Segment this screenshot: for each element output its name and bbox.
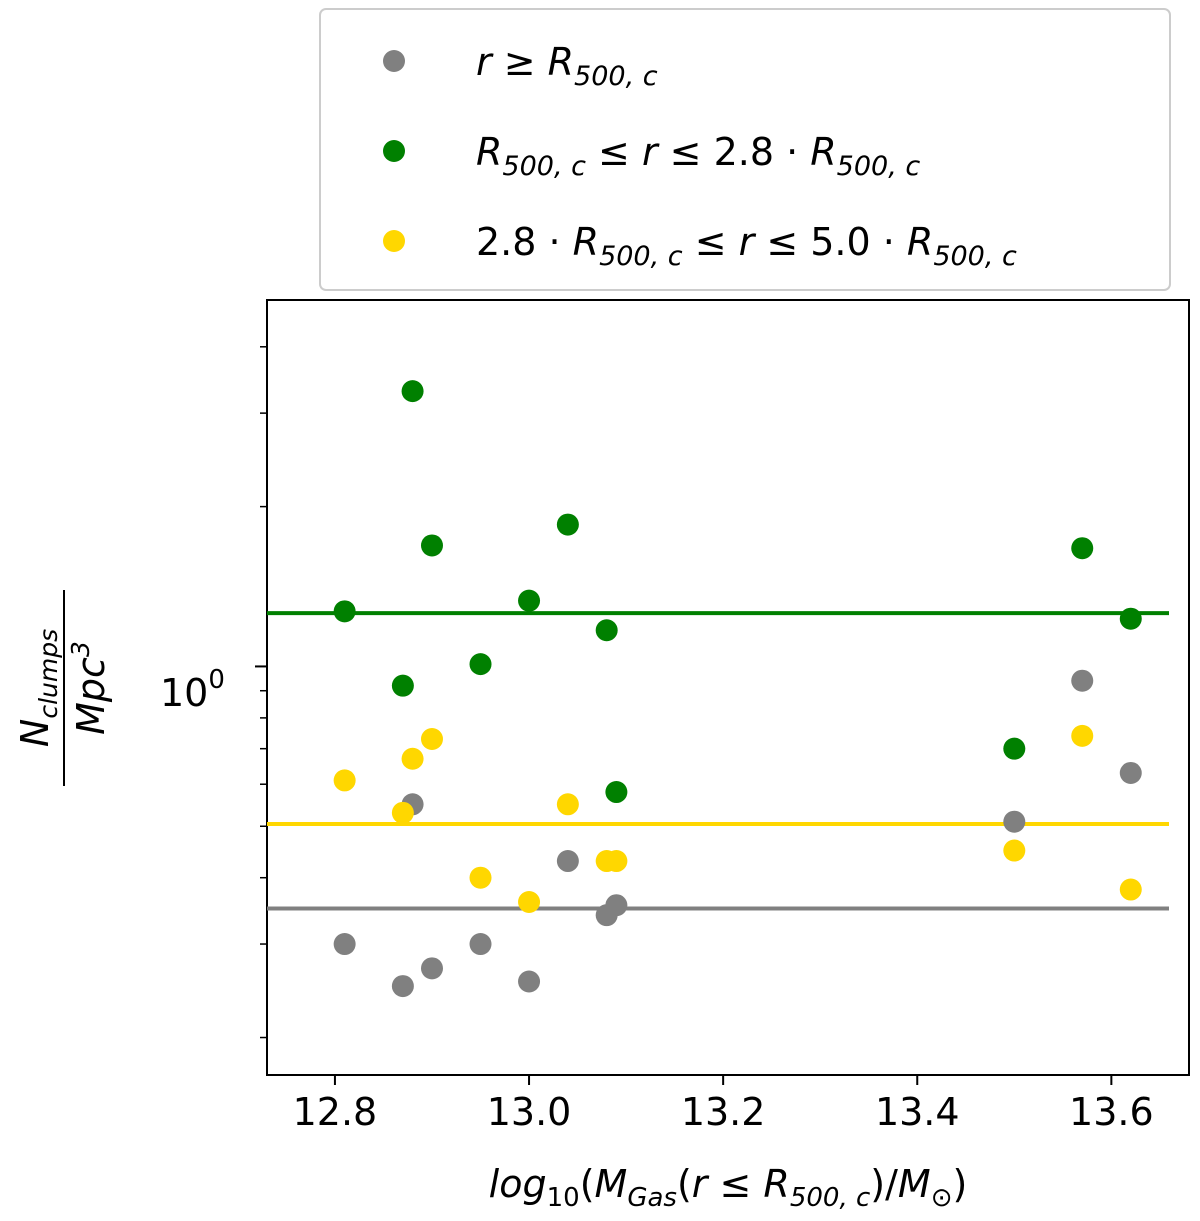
- legend-label-green: R500, c ≤ r ≤ 2.8 · R500, c: [476, 130, 920, 182]
- point-s2-5: [518, 890, 541, 913]
- point-s0-1: [391, 975, 414, 998]
- point-s1-0: [333, 600, 356, 623]
- point-s1-8: [605, 781, 628, 804]
- y-axis-label: Nclumps Mpc3: [13, 590, 113, 786]
- legend-marker-green: [383, 140, 405, 162]
- point-s2-6: [556, 793, 579, 816]
- point-s0-5: [518, 970, 541, 993]
- x-tick-label-4: 13.6: [1069, 1090, 1154, 1134]
- point-s1-6: [556, 513, 579, 536]
- point-s2-9: [1003, 839, 1026, 862]
- point-s1-10: [1071, 537, 1094, 560]
- point-s0-4: [469, 933, 492, 956]
- point-s0-11: [1119, 761, 1142, 784]
- y-tick-label-major: 100: [160, 665, 225, 715]
- point-s0-10: [1071, 669, 1094, 692]
- point-s0-0: [333, 933, 356, 956]
- point-s2-10: [1071, 724, 1094, 747]
- point-s1-3: [420, 534, 443, 557]
- point-s0-9: [1003, 810, 1026, 833]
- legend-label-yellow: 2.8 · R500, c ≤ r ≤ 5.0 · R500, c: [476, 220, 1017, 272]
- point-s2-4: [469, 866, 492, 889]
- x-tick-label-1: 13.0: [487, 1090, 572, 1134]
- point-s1-1: [391, 674, 414, 697]
- point-s1-9: [1003, 737, 1026, 760]
- y-axis: [255, 346, 267, 1039]
- point-s1-4: [469, 653, 492, 676]
- legend-frame: [319, 8, 1171, 291]
- x-tick-label-3: 13.4: [875, 1090, 960, 1134]
- point-s2-2: [401, 747, 424, 770]
- point-s1-11: [1119, 607, 1142, 630]
- point-s0-3: [420, 957, 443, 980]
- svg-text:Mpc3: Mpc3: [66, 641, 113, 735]
- point-s0-8: [605, 894, 628, 917]
- data-points: [333, 380, 1142, 998]
- point-s0-6: [556, 850, 579, 873]
- x-axis: 12.8 13.0 13.2 13.4 13.6: [293, 1075, 1154, 1134]
- point-s2-0: [333, 769, 356, 792]
- legend-label-gray: r ≥ R500, c: [476, 40, 658, 92]
- legend-marker-yellow: [383, 230, 405, 252]
- legend-marker-gray: [383, 50, 405, 72]
- legend: r ≥ R500, c R500, c ≤ r ≤ 2.8 · R500, c …: [319, 8, 1171, 291]
- plot-frame: [266, 299, 1190, 1076]
- x-axis-label: log10(MGas(r ≤ R500, c)/M⊙): [489, 1162, 968, 1213]
- point-s2-11: [1119, 878, 1142, 901]
- x-tick-label-0: 12.8: [293, 1090, 378, 1134]
- x-tick-label-2: 13.2: [681, 1090, 766, 1134]
- point-s1-5: [518, 589, 541, 612]
- point-s1-7: [595, 619, 618, 642]
- point-s1-2: [401, 380, 424, 403]
- point-s2-3: [420, 727, 443, 750]
- point-s2-8: [605, 850, 628, 873]
- point-s2-1: [391, 801, 414, 824]
- svg-text:Nclumps: Nclumps: [13, 629, 63, 747]
